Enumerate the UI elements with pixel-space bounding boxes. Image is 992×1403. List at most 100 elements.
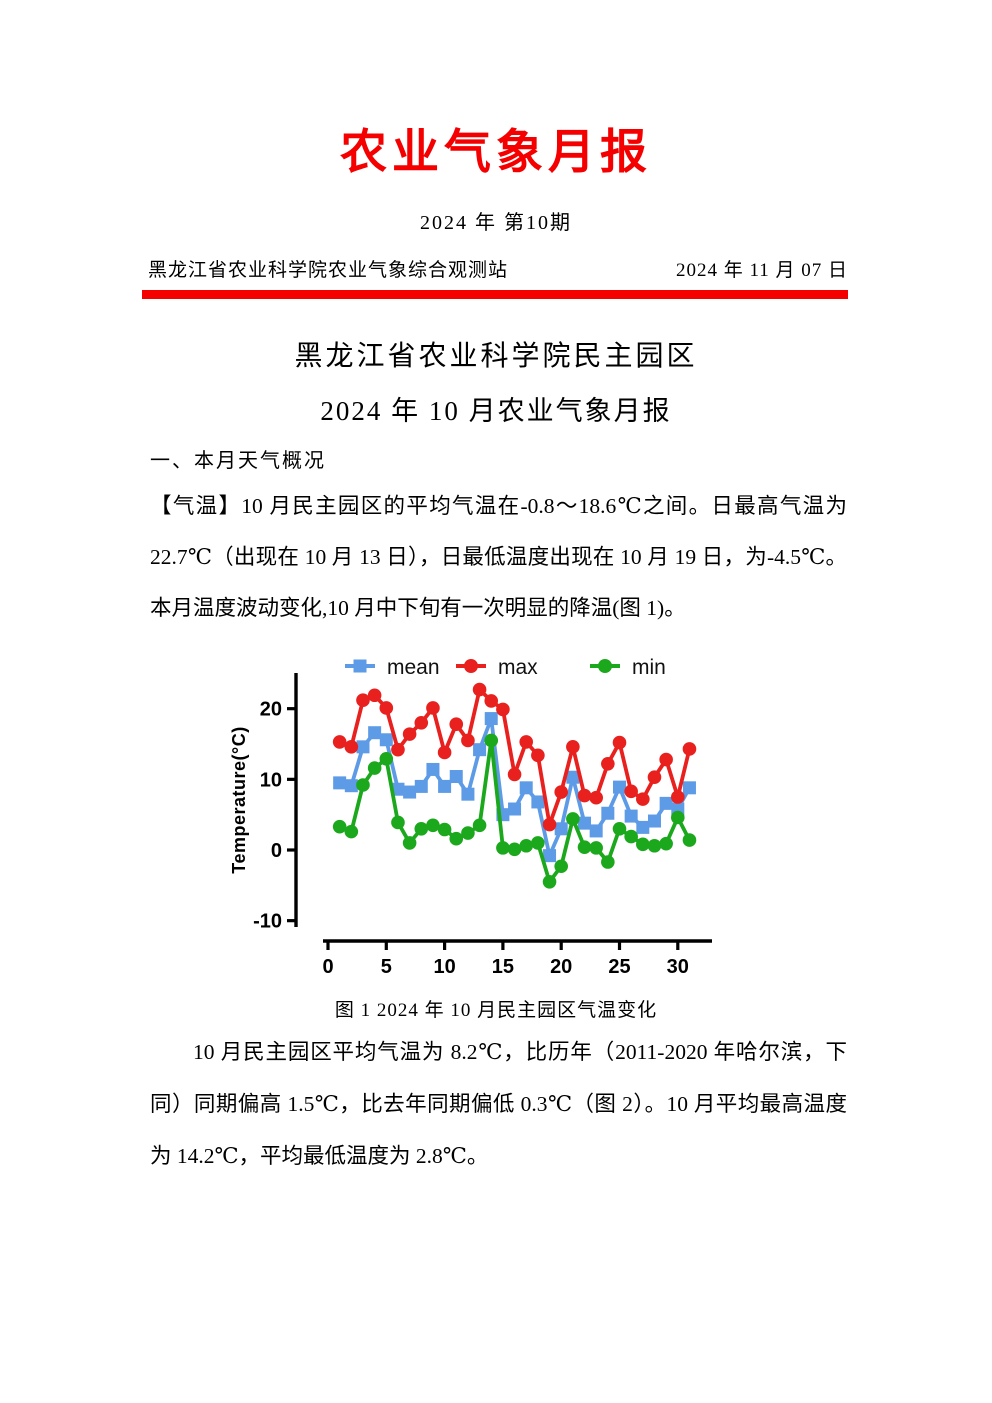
y-axis-label: Temperature(°C) [229, 726, 249, 873]
data-point-mean [403, 785, 417, 799]
x-tick-label: 5 [381, 956, 392, 978]
legend-label: mean [387, 656, 440, 679]
data-point-max [507, 767, 522, 782]
data-point-mean [554, 822, 568, 836]
data-point-min [601, 855, 615, 869]
data-point-min [414, 822, 429, 836]
report-title: 农业气象月报 [340, 127, 652, 179]
data-point-mean [578, 816, 592, 830]
data-point-mean [647, 814, 661, 828]
park-heading: 黑龙江省农业科学院民主园区 [294, 341, 698, 372]
data-point-min [659, 836, 673, 851]
data-point-max [461, 733, 475, 748]
data-point-min [437, 822, 452, 837]
data-point-mean [531, 795, 545, 809]
legend-item-max: max [456, 656, 538, 679]
data-point-min [379, 752, 394, 766]
data-point-min [367, 761, 382, 775]
y-tick-label: -10 [253, 911, 282, 933]
data-point-mean [484, 712, 498, 726]
data-point-mean [613, 780, 626, 794]
data-point-mean [636, 820, 650, 834]
data-point-max [496, 702, 510, 717]
data-point-min [484, 733, 499, 748]
masthead-row: 黑龙江省农业科学院农业气象综合观测站 2024 年 11 月 07 日 [148, 255, 848, 282]
data-point-min [682, 833, 697, 847]
station-name: 黑龙江省农业科学院农业气象综合观测站 [148, 260, 509, 281]
temperature-paragraph: 【气温】10 月民主园区的平均气温在-0.8～18.6℃之间。日最高气温为 22… [150, 494, 847, 620]
data-point-mean [589, 824, 603, 838]
figure1-chart: -10 0 10 20 Temperature(°C) 0 5 10 15 20 25 30 mean m… [228, 648, 733, 998]
data-point-mean [414, 779, 428, 793]
legend-circle-marker [464, 659, 478, 673]
data-point-max [601, 756, 615, 771]
data-point-mean [624, 809, 638, 823]
data-point-min [402, 836, 417, 850]
x-tick-label: 0 [322, 956, 333, 978]
data-point-max [484, 694, 499, 708]
temperature-line-chart: -10 0 10 20 Temperature(°C) 0 5 10 15 20 25 30 mean m… [229, 656, 712, 978]
y-tick-label: 20 [260, 699, 282, 721]
data-point-min [449, 831, 464, 846]
data-point-min [577, 840, 592, 854]
data-point-mean [368, 726, 382, 740]
series-mean [333, 712, 696, 863]
legend-item-mean: mean [345, 656, 440, 679]
data-point-min [332, 819, 347, 834]
y-tick-label: 0 [271, 840, 282, 862]
data-point-max [379, 701, 394, 715]
data-point-mean [473, 743, 487, 757]
data-point-mean [519, 781, 533, 795]
legend-item-min: min [590, 656, 666, 679]
data-point-max [402, 727, 417, 741]
data-point-min [554, 859, 568, 874]
data-point-mean [356, 740, 370, 754]
data-point-max [437, 745, 452, 760]
data-point-mean [449, 770, 463, 784]
data-point-mean [461, 787, 475, 801]
data-point-mean [682, 781, 696, 795]
data-point-max [391, 742, 405, 757]
y-axis: -10 0 10 20 Temperature(°C) [229, 673, 298, 933]
data-point-max [612, 735, 627, 750]
data-point-min [461, 826, 475, 840]
data-point-max [671, 790, 685, 804]
data-point-min [647, 838, 662, 853]
data-point-min [624, 829, 638, 844]
issue-number: 2024 年 第10期 [420, 212, 572, 234]
data-point-mean [659, 796, 673, 810]
data-point-mean [508, 802, 522, 816]
data-point-max [682, 742, 697, 756]
data-point-min [519, 838, 534, 853]
data-point-min [612, 822, 627, 836]
data-point-max [624, 784, 638, 799]
data-point-mean [333, 776, 347, 790]
x-axis: 0 5 10 15 20 25 30 [322, 939, 712, 978]
legend-circle-marker [598, 659, 612, 673]
legend-square-marker [353, 659, 367, 673]
x-tick-label: 10 [433, 956, 455, 978]
data-point-min [496, 841, 510, 855]
data-point-max [367, 688, 382, 703]
data-point-mean [566, 770, 580, 784]
data-point-max [659, 752, 673, 767]
data-point-mean [426, 762, 440, 776]
data-point-max [531, 748, 545, 763]
data-point-max [332, 735, 347, 749]
data-point-max [589, 790, 603, 805]
data-point-min [589, 841, 603, 855]
red-divider [142, 290, 848, 299]
data-point-min [391, 815, 405, 830]
report-date: 2024 年 11 月 07 日 [675, 260, 848, 281]
data-point-max [554, 785, 568, 799]
data-point-min [542, 874, 557, 889]
data-point-mean [601, 806, 615, 820]
legend-label: max [498, 656, 538, 679]
data-point-min [566, 812, 580, 826]
summary-paragraph: 10 月民主园区平均气温为 8.2℃，比历年（2011-2020 年哈尔滨，下同… [150, 1040, 847, 1168]
data-point-min [671, 810, 685, 825]
data-point-mean [379, 733, 393, 747]
data-point-min [426, 818, 440, 833]
data-point-mean [438, 779, 452, 793]
data-point-max [519, 735, 534, 749]
